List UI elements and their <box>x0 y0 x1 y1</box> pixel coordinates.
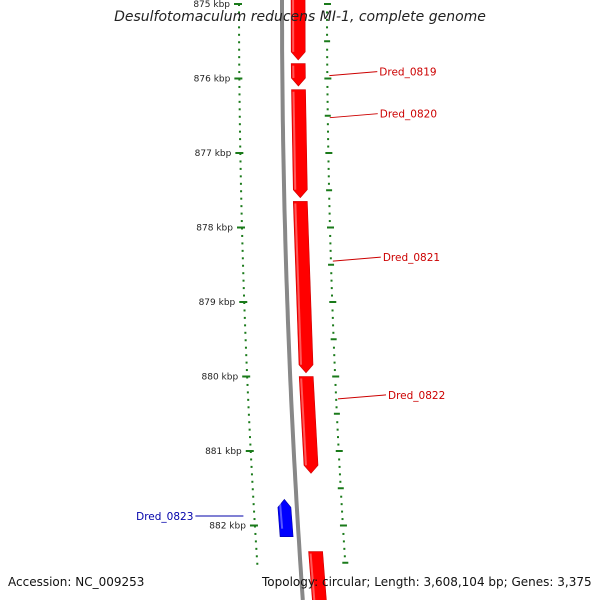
major-ticks: 875 kbp 876 kbp 877 kbp 878 kbp 879 kbp 880 k… <box>193 0 258 532</box>
label-leader <box>337 394 387 400</box>
label-leader <box>329 113 378 119</box>
gene-feature[interactable] <box>290 0 306 61</box>
gene-Dred_0819[interactable] <box>290 63 306 87</box>
tick-label: 880 kbp <box>202 373 239 383</box>
tick-label: 882 kbp <box>209 522 246 532</box>
gene-highlight <box>278 501 284 529</box>
gene-highlight <box>292 91 297 190</box>
gene-Dred_0821[interactable] <box>292 201 314 374</box>
minor-ticks-inner <box>238 4 259 565</box>
tick-label: 881 kbp <box>205 447 242 457</box>
gene-label-Dred_0820[interactable]: Dred_0820 <box>380 109 437 121</box>
gene-features <box>277 0 327 600</box>
gene-label-Dred_0823[interactable]: Dred_0823 <box>136 511 193 523</box>
gene-highlight <box>300 378 307 466</box>
gene-Dred_0822[interactable] <box>298 376 319 474</box>
gene-highlight <box>294 203 303 365</box>
gene-label-Dred_0821[interactable]: Dred_0821 <box>383 252 440 264</box>
gene-highlight <box>309 553 316 600</box>
accession-text: Accession: NC_009253 <box>8 575 145 589</box>
gene-Dred_0820[interactable] <box>291 89 308 199</box>
tick-label: 875 kbp <box>193 0 230 10</box>
label-leader <box>332 256 381 262</box>
gene-feature[interactable] <box>308 551 327 600</box>
gene-label-Dred_0822[interactable]: Dred_0822 <box>388 390 445 402</box>
gene-Dred_0823[interactable] <box>277 498 294 538</box>
gene-labels: Dred_0819 Dred_0820 Dred_0821 Dred_0822 Dred… <box>136 67 445 523</box>
tick-label: 877 kbp <box>195 149 232 159</box>
tick-label: 879 kbp <box>199 298 236 308</box>
genome-backbone <box>280 0 305 600</box>
gene-label-Dred_0819[interactable]: Dred_0819 <box>379 67 436 79</box>
minor-ticks-outer <box>324 3 349 564</box>
label-leader <box>329 71 378 77</box>
tick-label: 878 kbp <box>196 224 233 234</box>
tick-label: 876 kbp <box>194 75 231 85</box>
summary-text: Topology: circular; Length: 3,608,104 bp… <box>262 575 592 589</box>
map-title: Desulfotomaculum reducens MI-1, complete… <box>114 9 486 25</box>
